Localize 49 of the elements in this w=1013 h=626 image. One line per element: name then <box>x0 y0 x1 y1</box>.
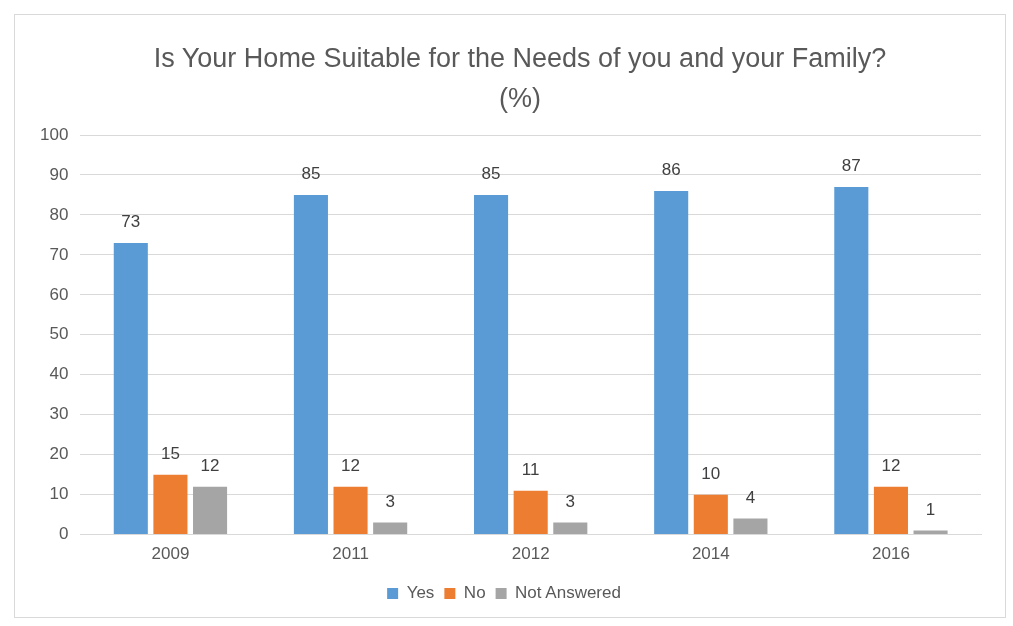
bar <box>834 186 869 535</box>
data-label: 12 <box>881 455 901 475</box>
legend-label: No <box>463 583 486 603</box>
bar <box>474 194 509 535</box>
data-label: 3 <box>385 491 395 511</box>
data-label: 73 <box>121 212 141 232</box>
data-label: 12 <box>341 455 361 475</box>
y-tick-label: 10 <box>49 484 69 504</box>
data-label: 3 <box>565 491 576 511</box>
data-label: 11 <box>521 459 540 479</box>
legend-label: Not Answered <box>515 583 621 603</box>
y-tick-label: 40 <box>49 364 69 384</box>
data-label: 1 <box>925 499 936 519</box>
bar <box>513 490 548 535</box>
bar <box>373 522 408 535</box>
y-tick-label: 50 <box>49 324 69 344</box>
y-tick-label: 60 <box>49 284 69 304</box>
bar <box>873 486 908 535</box>
y-tick-label: 90 <box>49 164 69 184</box>
y-tick-label: 0 <box>58 524 69 544</box>
x-tick-label: 2011 <box>332 544 369 564</box>
chart-title: Is Your Home Suitable for the Needs of you and your Family? (%) <box>152 42 888 115</box>
x-tick-label: 2016 <box>872 544 910 564</box>
data-label: 85 <box>481 164 501 184</box>
data-label: 12 <box>200 455 220 475</box>
bar <box>153 474 188 535</box>
bar <box>733 518 768 535</box>
data-label: 4 <box>745 487 756 507</box>
data-label: 87 <box>841 156 861 176</box>
y-tick-label: 70 <box>49 244 69 264</box>
data-label: 86 <box>661 160 681 180</box>
y-tick-label: 100 <box>39 124 69 144</box>
bar <box>654 190 689 535</box>
y-tick-label: 80 <box>49 204 69 224</box>
data-label: 10 <box>701 463 721 483</box>
bar <box>193 486 228 535</box>
y-tick-label: 20 <box>49 444 69 464</box>
bar <box>553 522 588 535</box>
legend-label: Yes <box>406 583 435 603</box>
data-label: 85 <box>301 164 321 184</box>
y-tick-label: 30 <box>49 404 69 424</box>
bar <box>333 486 368 535</box>
bar <box>293 194 328 535</box>
bar <box>693 494 728 535</box>
x-tick-label: 2012 <box>511 544 550 564</box>
x-tick-label: 2009 <box>151 544 190 564</box>
x-tick-label: 2014 <box>691 544 730 564</box>
data-label: 15 <box>160 443 180 463</box>
bar <box>113 242 148 535</box>
